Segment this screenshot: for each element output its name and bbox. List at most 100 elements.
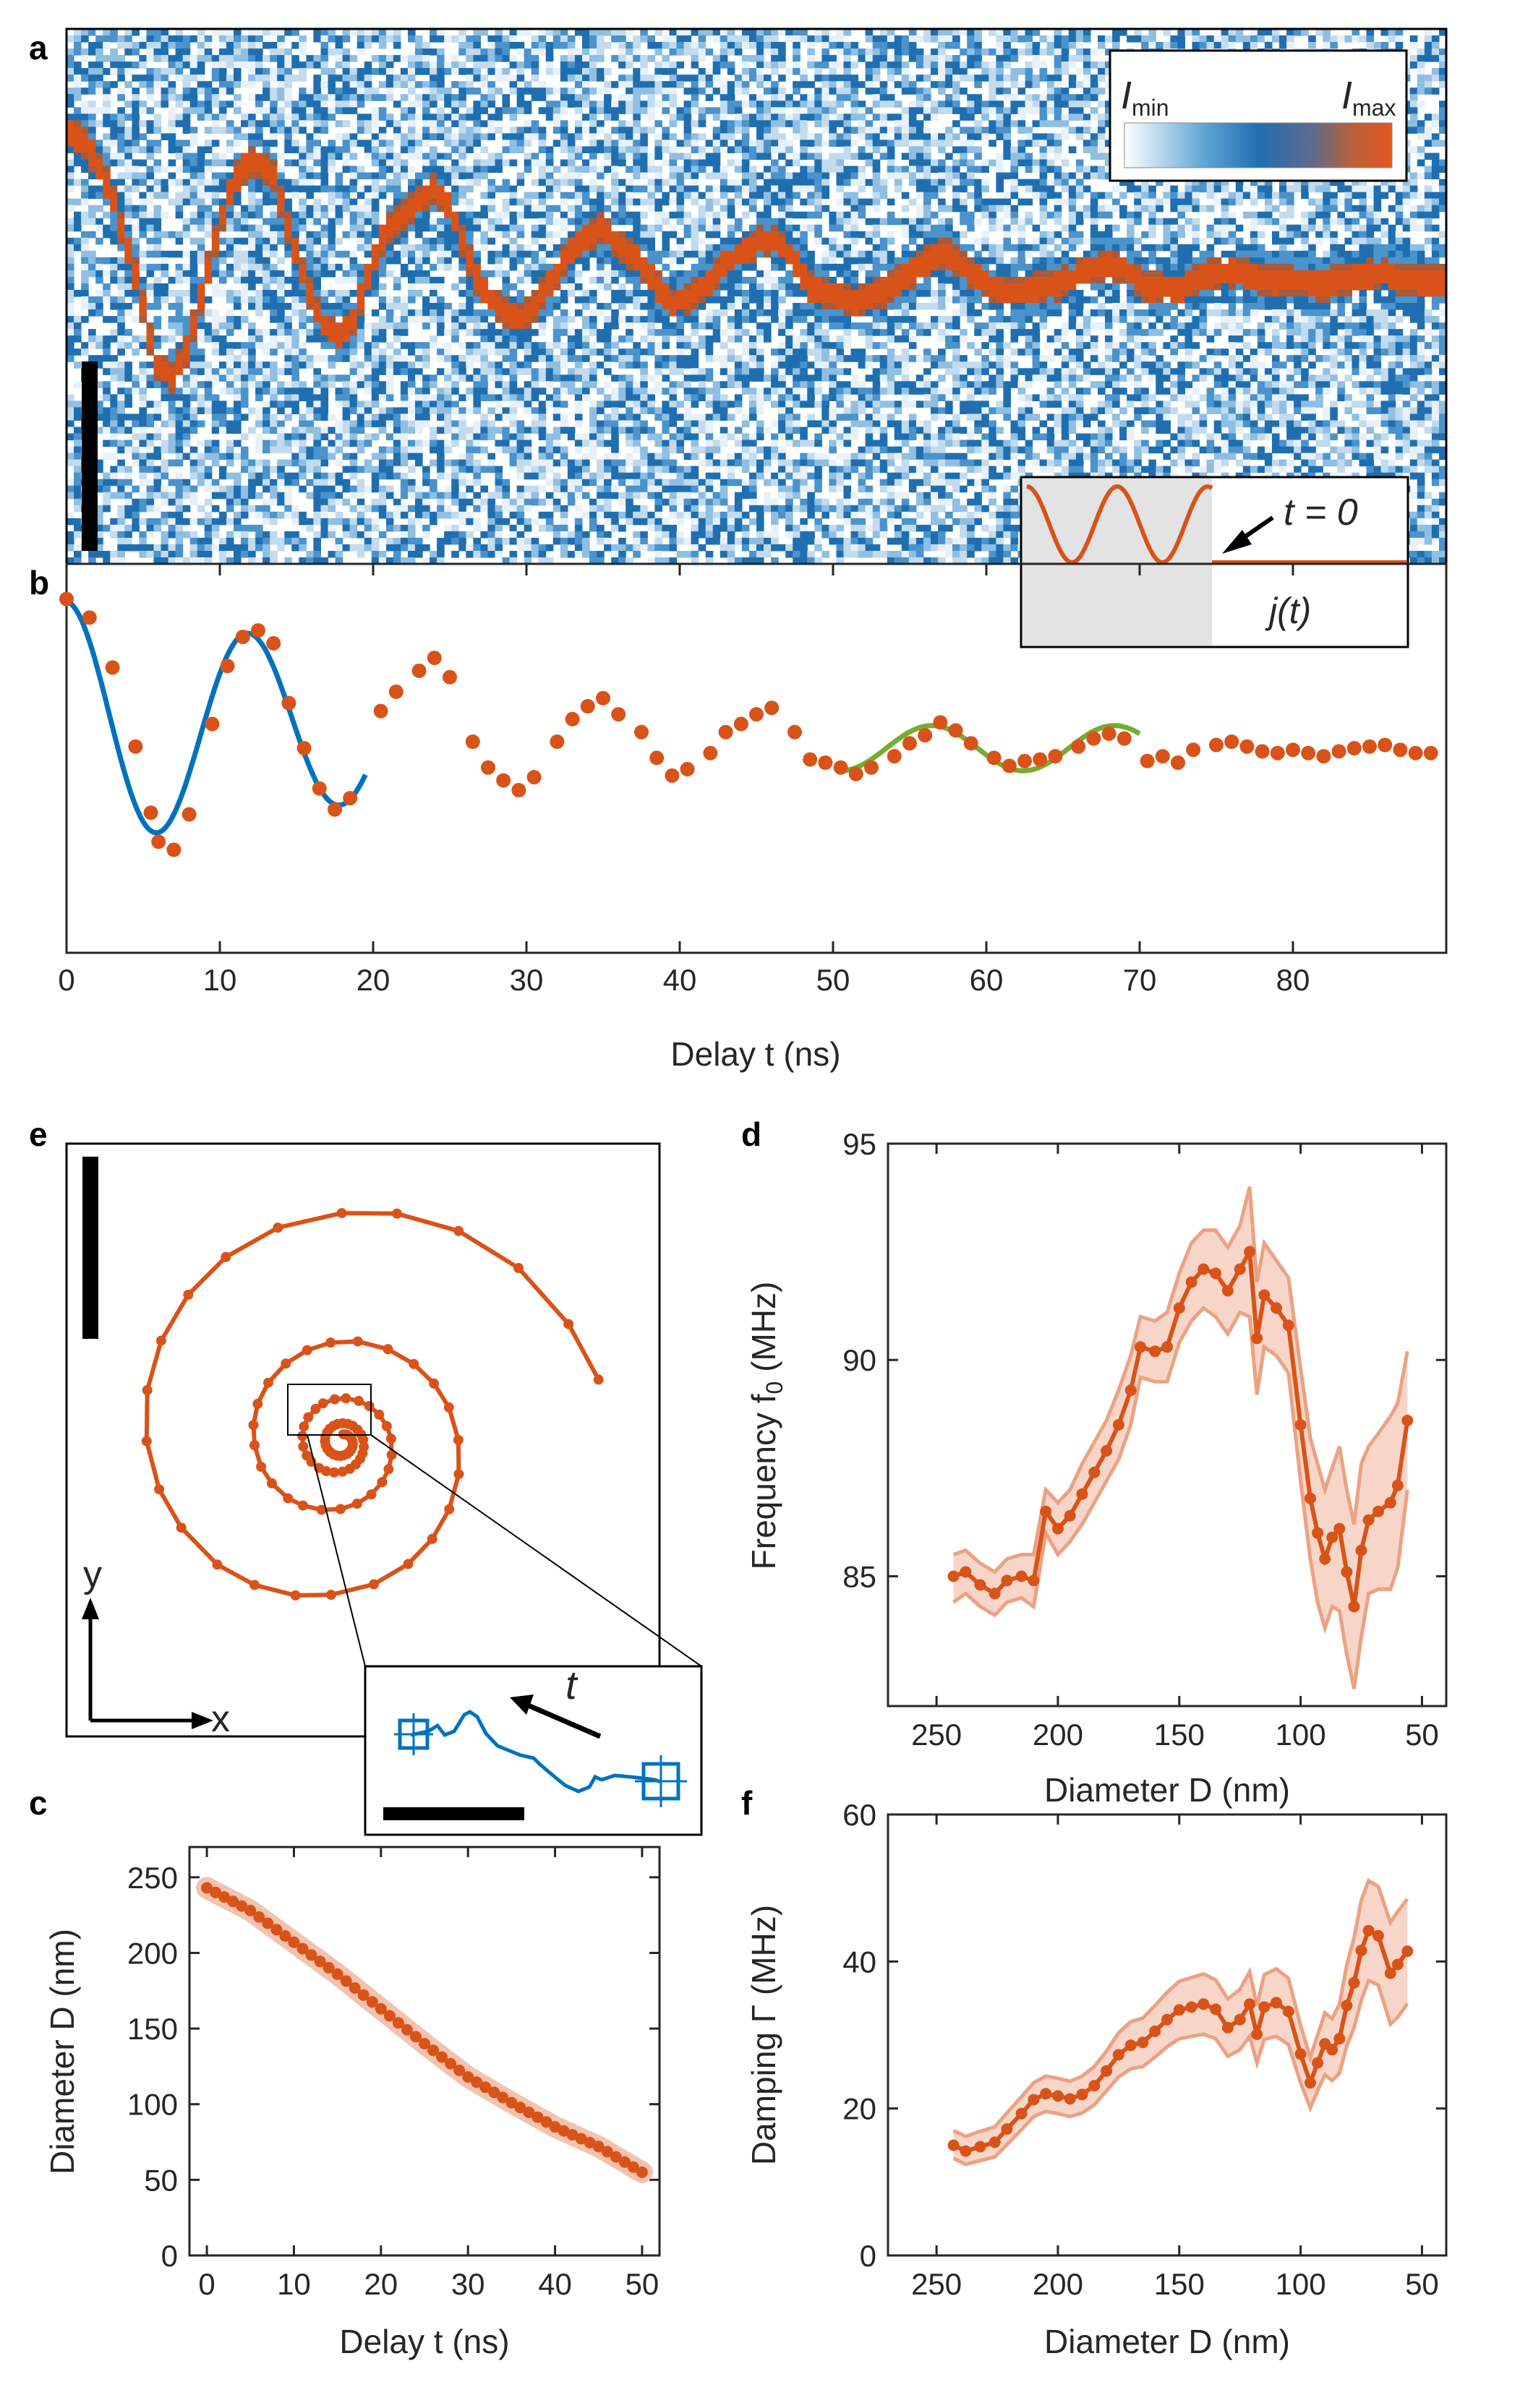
heatmap-cell bbox=[437, 166, 445, 173]
heatmap-cell bbox=[132, 459, 140, 467]
heatmap-cell bbox=[306, 146, 314, 153]
heatmap-cell bbox=[430, 374, 437, 382]
heatmap-cell bbox=[124, 524, 132, 532]
heatmap-cell bbox=[67, 48, 74, 56]
heatmap-cell bbox=[545, 185, 554, 193]
heatmap-cell bbox=[320, 381, 329, 388]
heatmap-cell bbox=[611, 427, 619, 434]
heatmap-cell bbox=[248, 466, 256, 474]
heatmap-cell bbox=[364, 140, 372, 147]
heatmap-cell bbox=[226, 427, 234, 434]
heatmap-cell bbox=[552, 342, 561, 349]
heatmap-cell bbox=[458, 87, 466, 95]
heatmap-cell bbox=[567, 94, 576, 101]
heatmap-cell bbox=[95, 407, 103, 414]
heatmap-cell bbox=[604, 453, 612, 460]
heatmap-cell bbox=[408, 107, 416, 114]
heatmap-cell bbox=[335, 276, 343, 284]
heatmap-cell bbox=[248, 55, 256, 62]
heatmap-cell bbox=[356, 342, 365, 349]
heatmap-cell bbox=[342, 55, 351, 62]
heatmap-cell bbox=[604, 368, 612, 375]
heatmap-cell bbox=[255, 420, 263, 428]
heatmap-cell bbox=[204, 368, 213, 375]
heatmap-cell bbox=[234, 557, 242, 564]
heatmap-cell bbox=[364, 440, 372, 447]
heatmap-cell bbox=[545, 192, 554, 200]
heatmap-cell bbox=[669, 100, 678, 108]
heatmap-cell bbox=[393, 414, 401, 421]
heatmap-cell bbox=[248, 179, 256, 187]
heatmap-cell bbox=[234, 342, 242, 349]
heatmap-cell bbox=[618, 127, 626, 134]
heatmap-cell bbox=[234, 387, 242, 395]
heatmap-cell bbox=[241, 342, 249, 349]
heatmap-cell bbox=[299, 466, 307, 474]
heatmap-cell bbox=[182, 127, 191, 134]
heatmap-cell bbox=[430, 433, 437, 441]
heatmap-cell bbox=[385, 381, 394, 388]
heatmap-cell bbox=[662, 414, 670, 421]
heatmap-cell bbox=[356, 466, 365, 474]
heatmap-cell bbox=[95, 276, 103, 284]
heatmap-cell bbox=[241, 263, 249, 271]
heatmap-cell bbox=[422, 492, 430, 500]
heatmap-cell bbox=[234, 172, 242, 180]
heatmap-cell bbox=[473, 374, 481, 382]
heatmap-cell bbox=[437, 551, 445, 558]
heatmap-cell bbox=[647, 394, 655, 401]
heatmap-cell bbox=[270, 531, 278, 539]
heatmap-cell bbox=[545, 557, 554, 564]
heatmap-cell bbox=[524, 100, 532, 108]
heatmap-cell bbox=[313, 127, 321, 134]
heatmap-cell bbox=[255, 335, 263, 343]
heatmap-cell bbox=[385, 205, 394, 213]
heatmap-cell bbox=[480, 172, 488, 180]
heatmap-cell bbox=[74, 237, 82, 245]
heatmap-cell bbox=[408, 283, 416, 291]
heatmap-cell bbox=[197, 55, 205, 62]
heatmap-cell bbox=[415, 505, 423, 513]
heatmap-cell bbox=[415, 342, 423, 349]
heatmap-cell bbox=[560, 35, 568, 43]
heatmap-cell bbox=[320, 453, 329, 460]
heatmap-cell bbox=[124, 440, 132, 447]
heatmap-cell bbox=[255, 74, 263, 82]
heatmap-cell bbox=[349, 505, 358, 513]
heatmap-cell bbox=[189, 407, 198, 414]
heatmap-cell bbox=[567, 466, 576, 474]
heatmap-cell bbox=[502, 485, 511, 493]
heatmap-cell bbox=[473, 61, 481, 69]
heatmap-cell bbox=[95, 414, 103, 421]
heatmap-cell bbox=[400, 198, 409, 206]
heatmap-cell bbox=[110, 48, 118, 56]
heatmap-cell bbox=[574, 518, 583, 526]
heatmap-cell bbox=[175, 61, 184, 69]
heatmap-cell bbox=[95, 29, 103, 36]
heatmap-cell bbox=[197, 172, 205, 180]
heatmap-cell bbox=[502, 407, 511, 414]
heatmap-cell bbox=[437, 224, 445, 232]
heatmap-cell bbox=[364, 120, 372, 127]
heatmap-cell bbox=[516, 505, 525, 513]
heatmap-cell bbox=[393, 250, 401, 258]
heatmap-cell bbox=[110, 551, 118, 558]
heatmap-cell bbox=[291, 179, 299, 187]
heatmap-cell bbox=[516, 48, 525, 56]
heatmap-cell bbox=[422, 61, 430, 69]
heatmap-cell bbox=[633, 427, 641, 434]
heatmap-cell bbox=[422, 420, 430, 428]
heatmap-cell bbox=[473, 440, 481, 447]
heatmap-cell bbox=[262, 237, 270, 245]
heatmap-cell bbox=[560, 427, 568, 434]
heatmap-cell bbox=[110, 185, 118, 193]
heatmap-cell bbox=[306, 250, 314, 258]
heatmap-cell bbox=[175, 290, 184, 297]
heatmap-cell bbox=[306, 414, 314, 421]
heatmap-cell bbox=[400, 511, 409, 519]
heatmap-cell bbox=[270, 250, 278, 258]
heatmap-cell bbox=[385, 361, 394, 369]
heatmap-cell bbox=[400, 355, 409, 362]
heatmap-cell bbox=[385, 485, 394, 493]
heatmap-cell bbox=[204, 48, 213, 56]
